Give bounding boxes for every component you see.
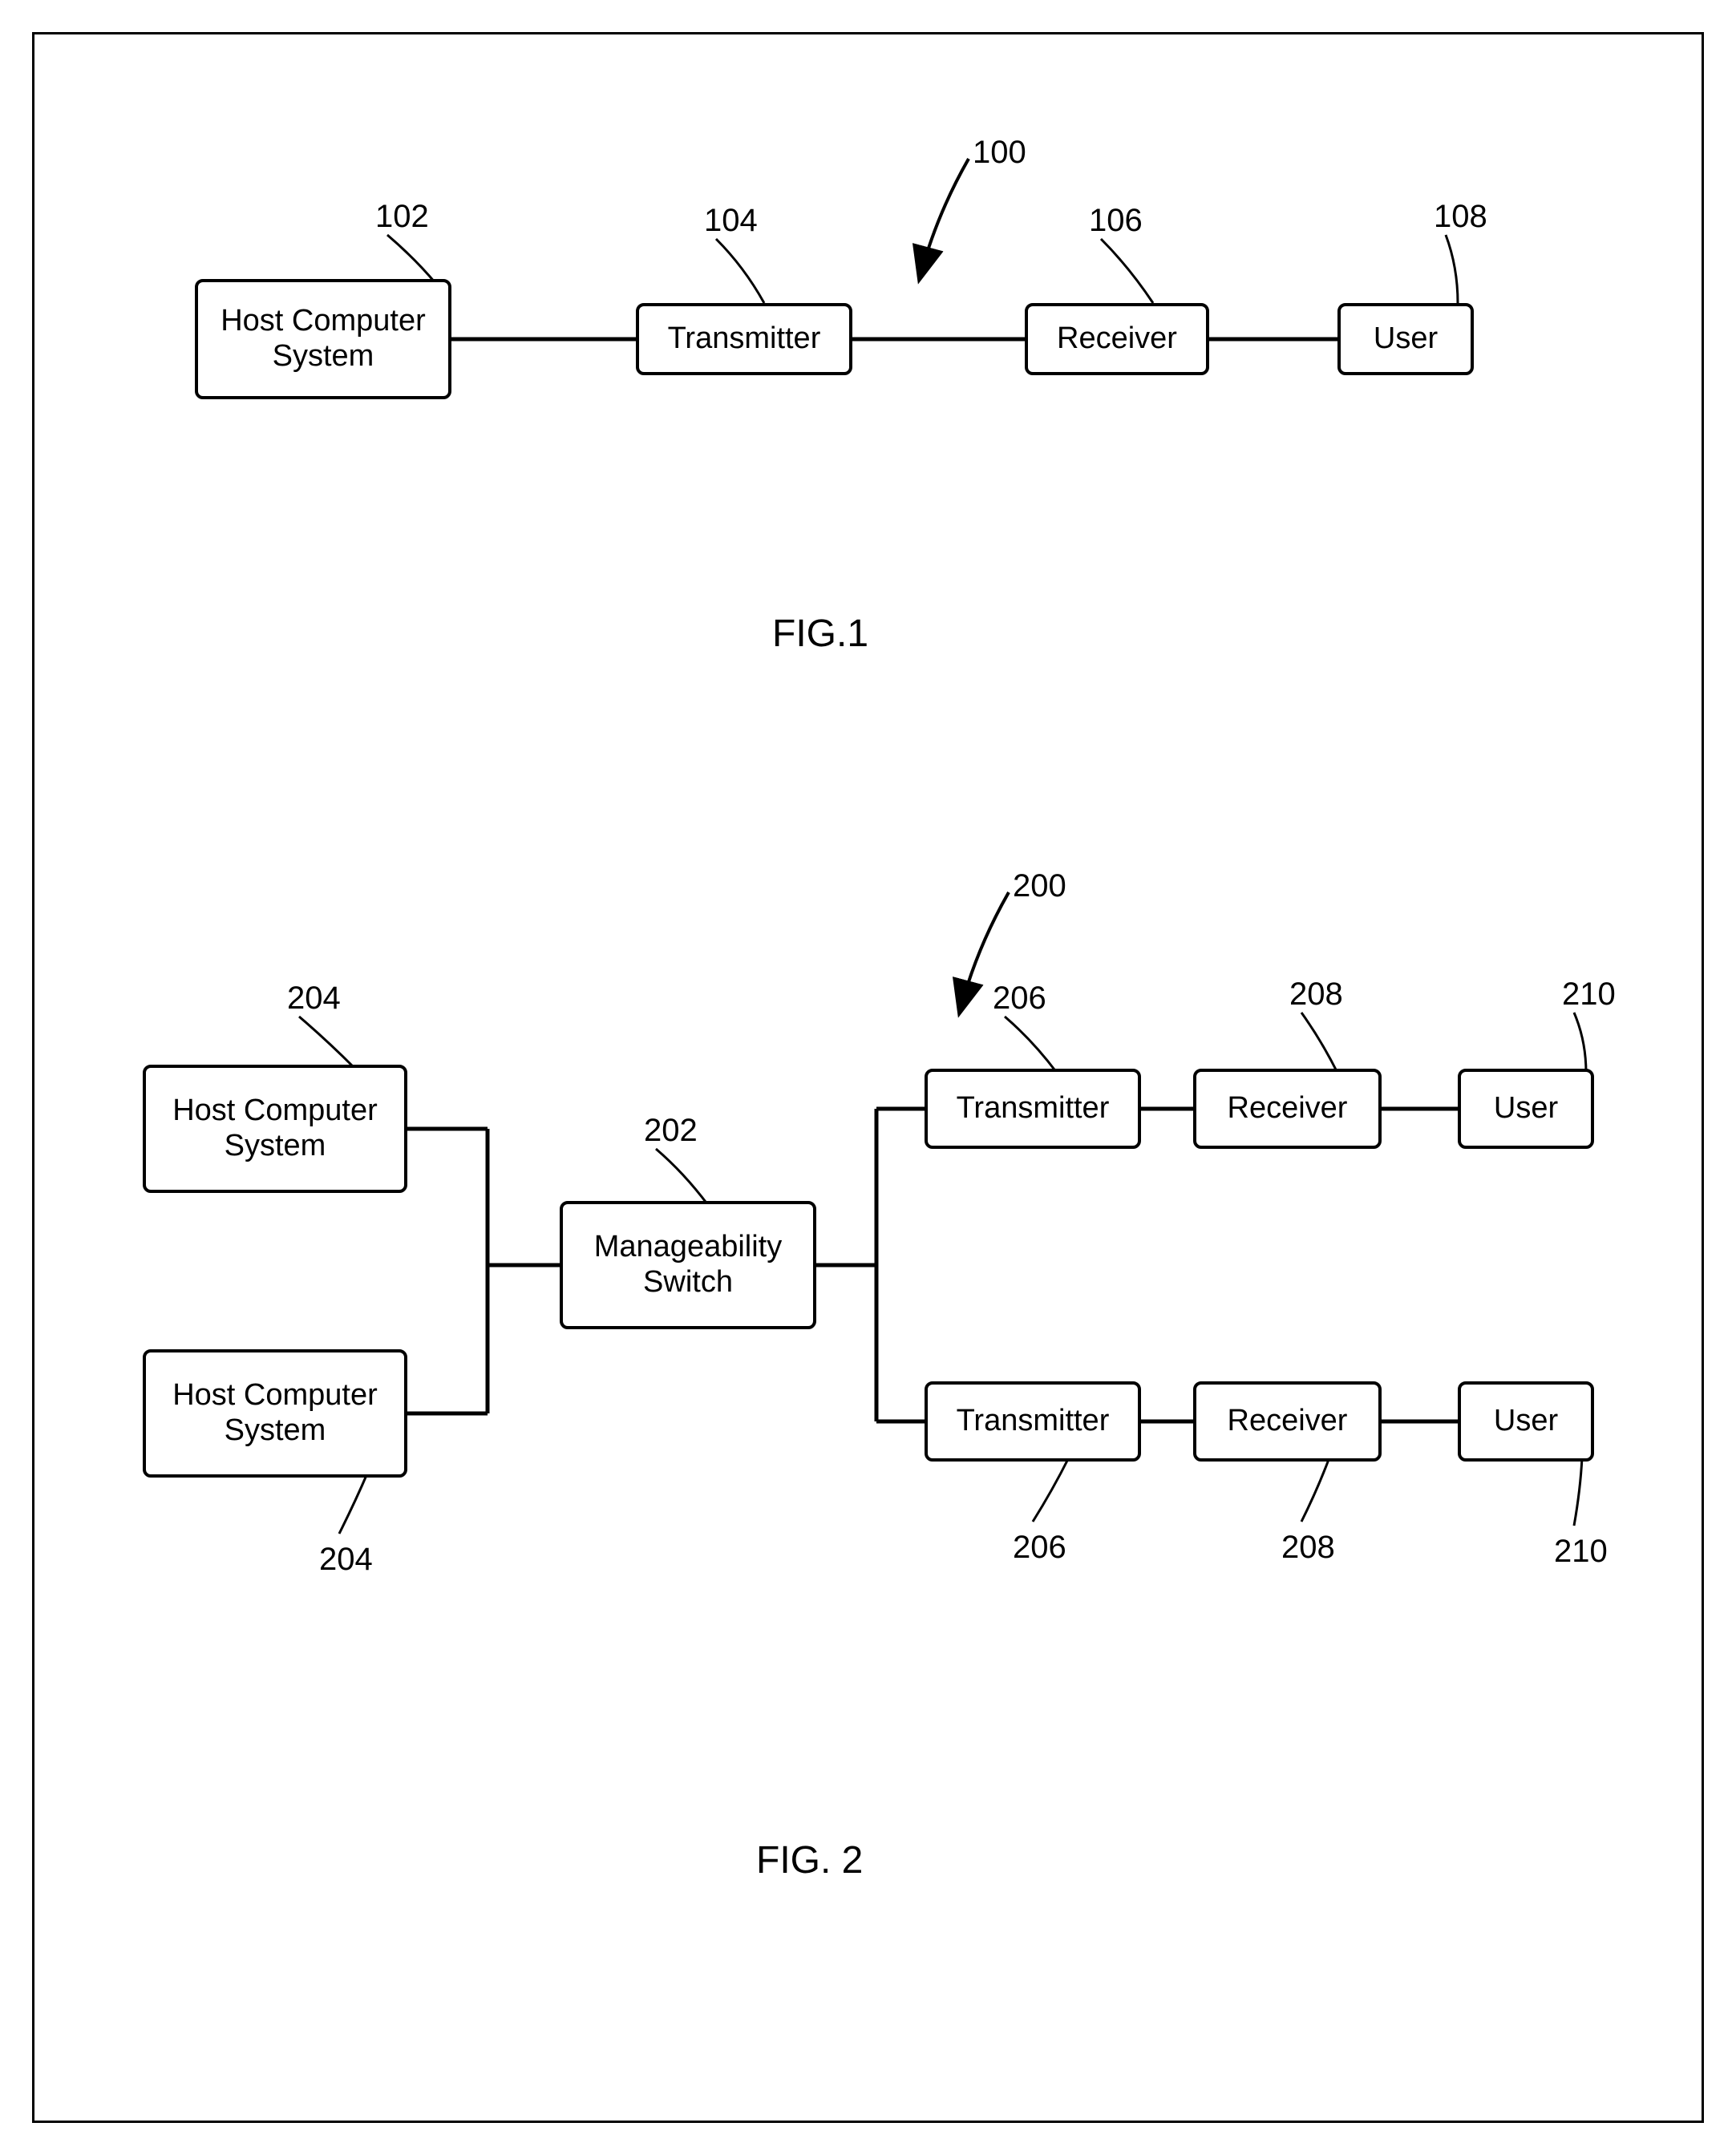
fig1-user-box: User	[1337, 303, 1474, 375]
fig2-tx_bot-ref: 206	[1013, 1530, 1066, 1566]
fig2-rx_top-box: Receiver	[1193, 1069, 1382, 1149]
fig2-switch-ref: 202	[644, 1113, 698, 1149]
fig2-tx_bot-box: Transmitter	[925, 1381, 1141, 1462]
page-frame: Host ComputerSystem Transmitter Receiver Us…	[32, 32, 1704, 2123]
fig2-rx_bot-box: Receiver	[1193, 1381, 1382, 1462]
fig2-switch-box: ManageabilitySwitch	[560, 1201, 816, 1329]
fig2-rx_top-ref: 208	[1289, 976, 1343, 1013]
fig2-host_bot-ref: 204	[319, 1542, 373, 1578]
fig2-user_top-ref: 210	[1562, 976, 1616, 1013]
fig2-host_top-ref: 204	[287, 980, 341, 1017]
fig2-tx_top-ref: 206	[993, 980, 1046, 1017]
fig1-host-ref: 102	[375, 199, 429, 235]
fig2-system-ref: 200	[1013, 868, 1066, 904]
fig2-caption: FIG. 2	[756, 1838, 863, 1882]
fig1-receiver-ref: 106	[1089, 203, 1143, 239]
fig1-system-ref: 100	[973, 135, 1026, 171]
fig2-host_top-box: Host ComputerSystem	[143, 1065, 407, 1193]
fig1-user-ref: 108	[1434, 199, 1487, 235]
fig2-tx_top-box: Transmitter	[925, 1069, 1141, 1149]
fig1-transmitter-ref: 104	[704, 203, 758, 239]
fig2-user_top-box: User	[1458, 1069, 1594, 1149]
fig1-receiver-box: Receiver	[1025, 303, 1209, 375]
fig2-rx_bot-ref: 208	[1281, 1530, 1335, 1566]
fig1-caption: FIG.1	[772, 612, 868, 656]
fig2-host_bot-box: Host ComputerSystem	[143, 1349, 407, 1478]
fig1-transmitter-box: Transmitter	[636, 303, 852, 375]
fig1-host-box: Host ComputerSystem	[195, 279, 451, 399]
fig2-user_bot-ref: 210	[1554, 1534, 1608, 1570]
fig2-user_bot-box: User	[1458, 1381, 1594, 1462]
